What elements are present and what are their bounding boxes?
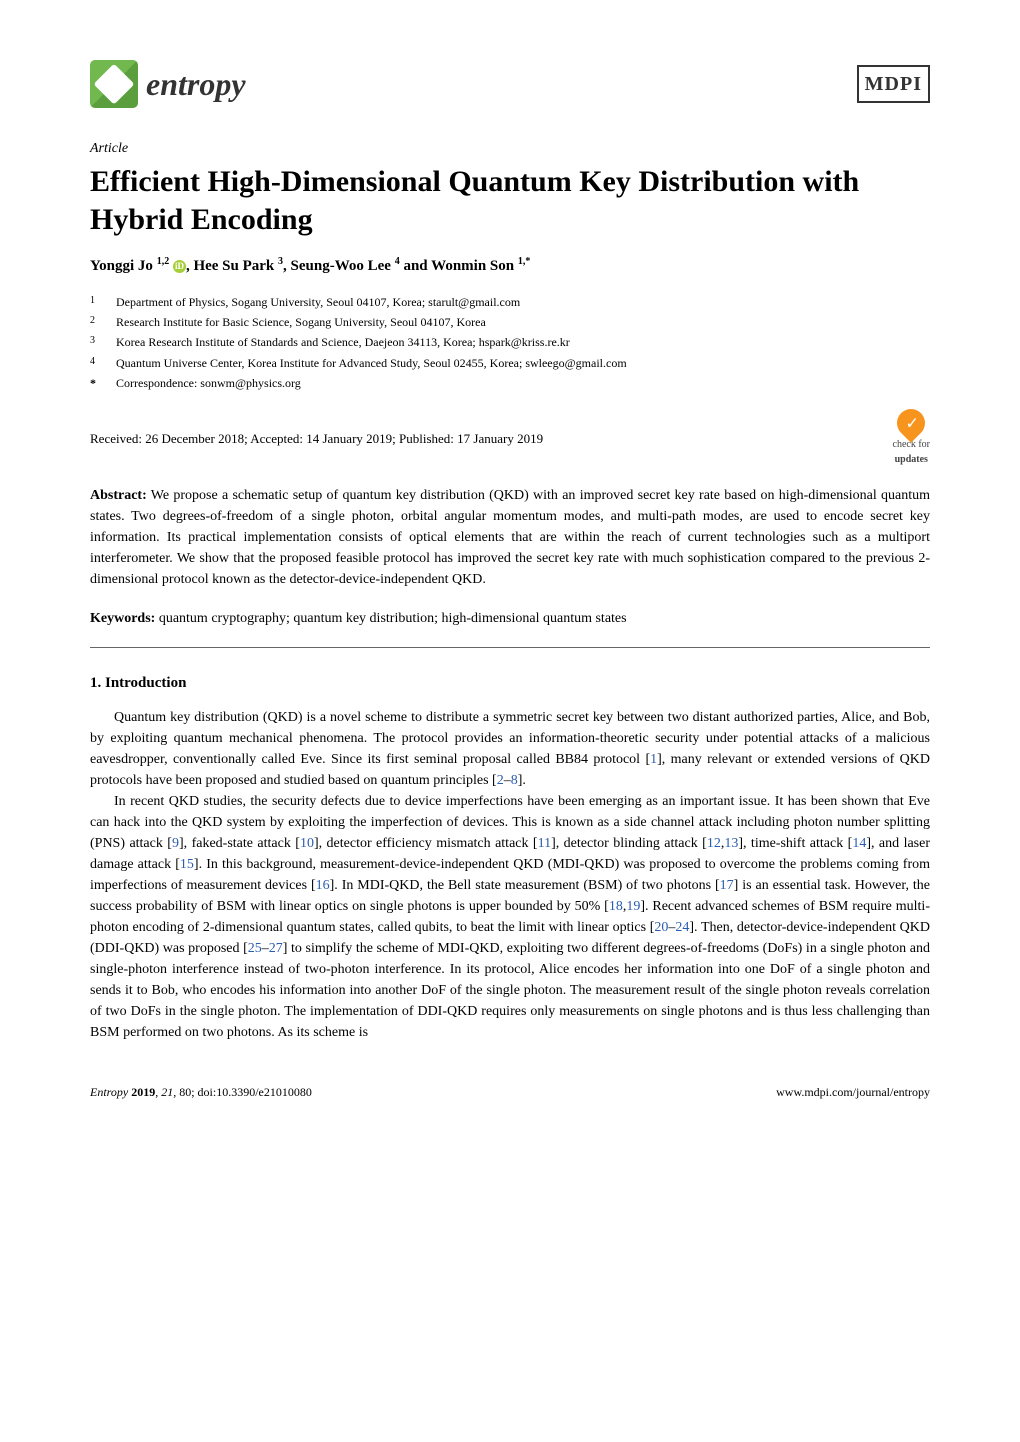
citation-link[interactable]: 14 xyxy=(852,836,866,851)
abstract-text: We propose a schematic setup of quantum … xyxy=(90,488,930,587)
citation-link[interactable]: 19 xyxy=(626,899,640,914)
text-run: – xyxy=(504,773,511,788)
affiliation-item: 2 Research Institute for Basic Science, … xyxy=(90,312,930,332)
author-sup: 1,* xyxy=(518,256,531,267)
citation-link[interactable]: 27 xyxy=(269,941,283,956)
page-header: entropy MDPI xyxy=(90,60,930,108)
affiliation-num: 1 xyxy=(90,292,102,312)
abstract-block: Abstract: We propose a schematic setup o… xyxy=(90,485,930,590)
page-footer: Entropy 2019, 21, 80; doi:10.3390/e21010… xyxy=(90,1083,930,1101)
text-run: ], detector efficiency mismatch attack [ xyxy=(314,836,538,851)
keywords-label: Keywords: xyxy=(90,611,155,626)
check-for-updates-badge[interactable]: check for updates xyxy=(893,409,930,467)
citation-link[interactable]: 16 xyxy=(316,878,330,893)
text-run: ], detector blinding attack [ xyxy=(551,836,707,851)
footer-year: 2019 xyxy=(131,1085,155,1099)
text-run: ], time-shift attack [ xyxy=(738,836,852,851)
publication-dates: Received: 26 December 2018; Accepted: 14… xyxy=(90,429,543,449)
citation-link[interactable]: 24 xyxy=(675,920,689,935)
citation-link[interactable]: 25 xyxy=(248,941,262,956)
affiliation-text: Quantum Universe Center, Korea Institute… xyxy=(116,353,627,373)
affiliation-num: 4 xyxy=(90,353,102,373)
affiliation-item: 3 Korea Research Institute of Standards … xyxy=(90,332,930,352)
divider xyxy=(90,647,930,648)
citation-link[interactable]: 9 xyxy=(172,836,179,851)
author-name: Yonggi Jo xyxy=(90,258,153,274)
author-sup: 3 xyxy=(278,256,283,267)
citation-link[interactable]: 8 xyxy=(511,773,518,788)
journal-logo-block: entropy xyxy=(90,60,246,108)
author-name: Seung-Woo Lee xyxy=(291,258,391,274)
text-run: ], faked-state attack [ xyxy=(179,836,300,851)
text-run: – xyxy=(262,941,269,956)
text-run: ]. xyxy=(518,773,526,788)
footer-citation: Entropy 2019, 21, 80; doi:10.3390/e21010… xyxy=(90,1083,312,1101)
citation-link[interactable]: 12 xyxy=(707,836,721,851)
citation-link[interactable]: 11 xyxy=(538,836,551,851)
publisher-logo: MDPI xyxy=(857,65,930,103)
affiliation-item: 1 Department of Physics, Sogang Universi… xyxy=(90,292,930,312)
text-run: ]. In MDI-QKD, the Bell state measuremen… xyxy=(330,878,720,893)
affiliation-text: Korea Research Institute of Standards an… xyxy=(116,332,570,352)
article-title: Efficient High-Dimensional Quantum Key D… xyxy=(90,163,930,238)
introduction-body: Quantum key distribution (QKD) is a nove… xyxy=(90,707,930,1043)
correspondence-item: * Correspondence: sonwm@physics.org xyxy=(90,373,930,393)
correspondence-text: Correspondence: sonwm@physics.org xyxy=(116,373,301,393)
footer-volume: 21 xyxy=(161,1085,173,1099)
citation-link[interactable]: 17 xyxy=(720,878,734,893)
affiliations-list: 1 Department of Physics, Sogang Universi… xyxy=(90,292,930,394)
correspondence-mark: * xyxy=(90,373,102,393)
author-name: Wonmin Son xyxy=(431,258,514,274)
section-heading: 1. Introduction xyxy=(90,672,930,695)
author-sup: 1,2 xyxy=(157,256,170,267)
footer-doi: , 80; doi:10.3390/e21010080 xyxy=(173,1085,312,1099)
keywords-text: quantum cryptography; quantum key distri… xyxy=(159,611,627,626)
affiliation-item: 4 Quantum Universe Center, Korea Institu… xyxy=(90,353,930,373)
footer-url[interactable]: www.mdpi.com/journal/entropy xyxy=(776,1083,930,1101)
affiliation-text: Research Institute for Basic Science, So… xyxy=(116,312,486,332)
article-type: Article xyxy=(90,138,930,159)
paragraph: Quantum key distribution (QKD) is a nove… xyxy=(90,707,930,791)
affiliation-num: 2 xyxy=(90,312,102,332)
citation-link[interactable]: 10 xyxy=(300,836,314,851)
author-sup: 4 xyxy=(395,256,400,267)
journal-name: entropy xyxy=(146,60,246,108)
citation-link[interactable]: 13 xyxy=(724,836,738,851)
citation-link[interactable]: 15 xyxy=(180,857,194,872)
citation-link[interactable]: 2 xyxy=(497,773,504,788)
keywords-block: Keywords: quantum cryptography; quantum … xyxy=(90,608,930,629)
authors-line: Yonggi Jo 1,2 iD, Hee Su Park 3, Seung-W… xyxy=(90,254,930,278)
check-updates-label-2: updates xyxy=(895,452,928,467)
orcid-icon[interactable]: iD xyxy=(173,260,186,273)
abstract-label: Abstract: xyxy=(90,488,147,503)
footer-journal: Entropy xyxy=(90,1085,131,1099)
dates-row: Received: 26 December 2018; Accepted: 14… xyxy=(90,409,930,467)
entropy-logo-icon xyxy=(90,60,138,108)
affiliation-num: 3 xyxy=(90,332,102,352)
citation-link[interactable]: 18 xyxy=(609,899,623,914)
affiliation-text: Department of Physics, Sogang University… xyxy=(116,292,520,312)
paragraph: In recent QKD studies, the security defe… xyxy=(90,791,930,1043)
author-name: Hee Su Park xyxy=(193,258,274,274)
citation-link[interactable]: 20 xyxy=(654,920,668,935)
